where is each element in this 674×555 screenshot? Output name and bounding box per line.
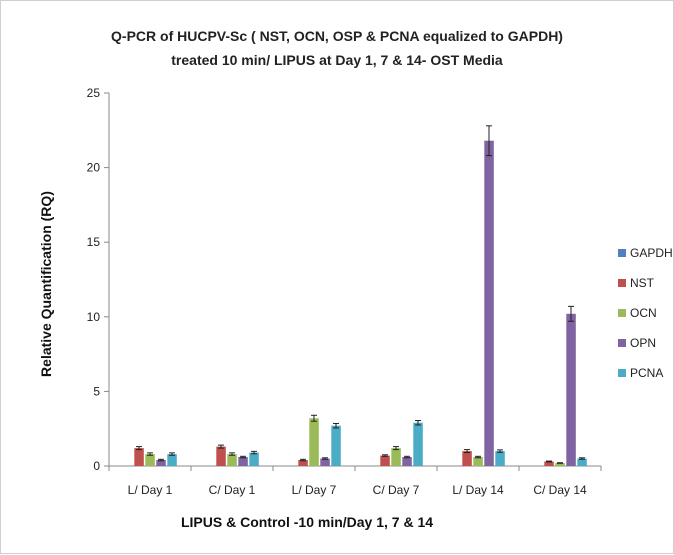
axes — [109, 93, 601, 466]
y-tick-label: 10 — [87, 310, 101, 324]
bar-nst — [134, 448, 144, 466]
x-tick-label: C/ Day 1 — [209, 483, 256, 497]
x-tick-label: C/ Day 7 — [373, 483, 420, 497]
bar-pcna — [249, 453, 258, 466]
y-axis-title: Relative Quantification (RQ) — [38, 191, 54, 377]
bar-pcna — [331, 426, 341, 466]
bar-pcna — [413, 423, 423, 466]
x-axis-title: LIPUS & Control -10 min/Day 1, 7 & 14 — [181, 514, 433, 530]
x-ticks: L/ Day 1 C/ Day 1 L/ Day 7 C/ Day 7 L/ Day 1… — [109, 466, 601, 497]
legend-label: OCN — [630, 306, 657, 320]
bar-opn — [566, 314, 576, 466]
bar-pcna — [495, 451, 505, 466]
bar-ocn — [391, 448, 401, 466]
bar-pcna — [167, 454, 177, 466]
bar-ocn — [473, 457, 483, 466]
y-tick-label: 25 — [87, 86, 101, 100]
y-ticks: 0 5 10 15 20 25 — [87, 86, 109, 473]
legend-swatch-ocn — [618, 309, 626, 317]
bar-nst — [216, 447, 226, 466]
x-tick-label: L/ Day 14 — [452, 483, 504, 497]
legend-label: PCNA — [630, 366, 663, 380]
bar-nst — [462, 451, 472, 466]
y-tick-label: 0 — [93, 459, 100, 473]
legend-swatch-gapdh — [618, 249, 626, 257]
bar-ocn — [227, 454, 237, 466]
bar-nst — [380, 456, 390, 466]
chart-subtitle: treated 10 min/ LIPUS at Day 1, 7 & 14- … — [171, 52, 503, 68]
y-tick-label: 15 — [87, 235, 101, 249]
y-tick-label: 5 — [93, 384, 100, 398]
legend: GAPDH NST OCN OPN PCNA — [618, 246, 673, 380]
legend-swatch-opn — [618, 339, 626, 347]
x-tick-label: L/ Day 1 — [128, 483, 173, 497]
bar-ocn — [309, 418, 319, 466]
legend-label: OPN — [630, 336, 656, 350]
chart-title: Q-PCR of HUCPV-Sc ( NST, OCN, OSP & PCNA… — [111, 28, 563, 44]
x-tick-label: C/ Day 14 — [533, 483, 587, 497]
legend-label: GAPDH — [630, 246, 673, 260]
legend-swatch-pcna — [618, 369, 626, 377]
bar-opn — [402, 457, 412, 466]
legend-swatch-nst — [618, 279, 626, 287]
y-tick-label: 20 — [87, 161, 101, 175]
bar-ocn — [145, 454, 155, 466]
x-tick-label: L/ Day 7 — [292, 483, 337, 497]
bars — [134, 126, 587, 466]
bar-opn — [238, 457, 248, 466]
legend-label: NST — [630, 276, 655, 290]
bar-opn — [484, 141, 494, 466]
